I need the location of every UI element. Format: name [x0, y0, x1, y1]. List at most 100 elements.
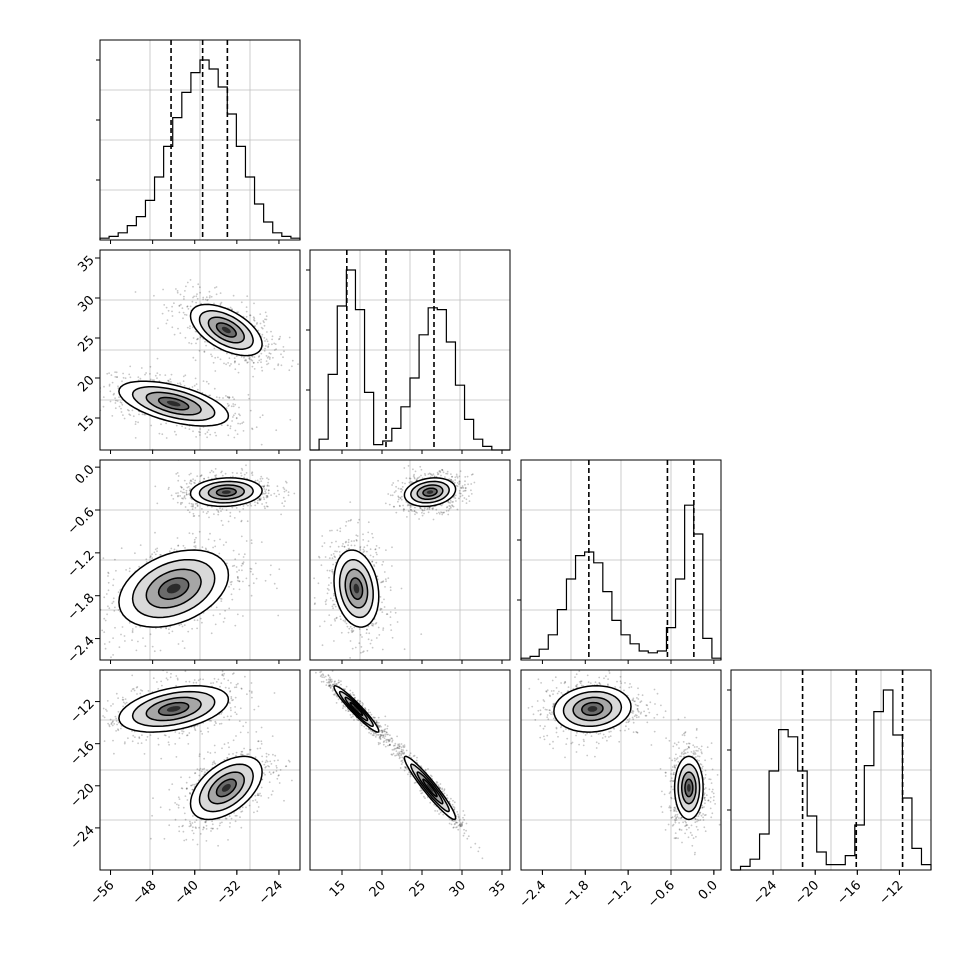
scatter-point [119, 401, 122, 403]
scatter-point [261, 414, 264, 417]
density-fill-level-4 [353, 583, 360, 594]
scatter-point [366, 628, 368, 631]
scatter-point [90, 729, 92, 731]
scatter-point [201, 621, 203, 624]
scatter-point [331, 529, 333, 532]
scatter-point [220, 598, 223, 600]
scatter-point [134, 437, 137, 439]
scatter-point [122, 705, 124, 708]
scatter-point [264, 579, 267, 582]
scatter-point [116, 723, 118, 726]
scatter-point [249, 409, 252, 412]
scatter-point [260, 352, 263, 355]
scatter-point [282, 496, 285, 499]
histogram-panel-0 [96, 39, 301, 241]
scatter-point [160, 680, 163, 683]
scatter-point [196, 475, 199, 477]
scatter-point [175, 473, 178, 475]
scatter-point [225, 395, 227, 397]
scatter-point [455, 484, 458, 487]
scatter-point [462, 487, 465, 489]
scatter-point [263, 324, 266, 327]
scatter-point [380, 581, 382, 584]
scatter-point [138, 565, 141, 568]
scatter-point [183, 298, 185, 300]
scatter-point [263, 337, 266, 339]
scatter-point [240, 687, 243, 690]
scatter-point [284, 480, 287, 483]
scatter-point [206, 299, 209, 302]
scatter-point [232, 405, 235, 408]
scatter-point [151, 557, 154, 559]
scatter-point [150, 555, 152, 558]
scatter-point [112, 654, 114, 656]
scatter-point [177, 495, 179, 498]
scatter-point [240, 474, 243, 477]
scatter-point [259, 322, 262, 325]
scatter-point [131, 639, 133, 642]
scatter-point [447, 509, 450, 512]
contour-line-1 [338, 558, 374, 619]
scatter-point [265, 318, 268, 321]
scatter-point [334, 550, 336, 553]
scatter-point [463, 497, 466, 499]
scatter-point [113, 752, 115, 755]
scatter-point [123, 742, 126, 745]
scatter-point [203, 351, 206, 353]
scatter-point [115, 730, 117, 732]
scatter-point [245, 577, 248, 580]
scatter-point [108, 724, 111, 726]
scatter-point [186, 486, 189, 489]
scatter-point [348, 547, 351, 550]
scatter-point [382, 629, 384, 631]
scatter-point [169, 378, 172, 381]
scatter-point [206, 436, 209, 439]
scatter-point [250, 568, 253, 570]
scatter-point [163, 734, 166, 736]
scatter-point [433, 475, 436, 478]
scatter-point [391, 636, 394, 639]
scatter-point [441, 469, 444, 471]
scatter-point [456, 476, 459, 479]
scatter-point [241, 469, 244, 471]
scatter-point [420, 507, 422, 510]
scatter-point [227, 520, 230, 523]
scatter-point [65, 376, 67, 378]
scatter-point [262, 485, 265, 488]
scatter-point [328, 589, 330, 591]
scatter-point [333, 603, 336, 606]
scatter-point [261, 485, 263, 487]
scatter-point [195, 536, 197, 539]
scatter-point [459, 480, 461, 483]
scatter-point [427, 511, 430, 514]
scatter-point [260, 358, 262, 361]
scatter-point [145, 558, 148, 561]
scatter-point [185, 285, 187, 288]
scatter-point [119, 589, 122, 591]
scatter-point [224, 609, 227, 612]
scatter-point [139, 377, 142, 380]
scatter-point [194, 503, 197, 505]
scatter-point [362, 548, 365, 551]
scatter-point [183, 295, 185, 298]
scatter-point [229, 425, 232, 428]
scatter-point [207, 298, 209, 301]
scatter-point [93, 718, 95, 720]
scatter-point [245, 472, 248, 474]
scatter-point [183, 479, 186, 482]
scatter-point [96, 699, 98, 701]
contour-line-2 [145, 391, 202, 416]
scatter-point [262, 496, 265, 499]
scatter-point [173, 430, 176, 433]
scatter-point [190, 342, 193, 345]
scatter-point [202, 296, 205, 299]
scatter-point [246, 361, 249, 364]
scatter-point [391, 484, 393, 486]
scatter-point [463, 489, 466, 492]
scatter-point [160, 423, 162, 426]
scatter-point [153, 650, 156, 653]
scatter-point [196, 297, 199, 300]
scatter-point [117, 729, 120, 732]
scatter-point [276, 485, 279, 488]
scatter-point [258, 359, 261, 362]
